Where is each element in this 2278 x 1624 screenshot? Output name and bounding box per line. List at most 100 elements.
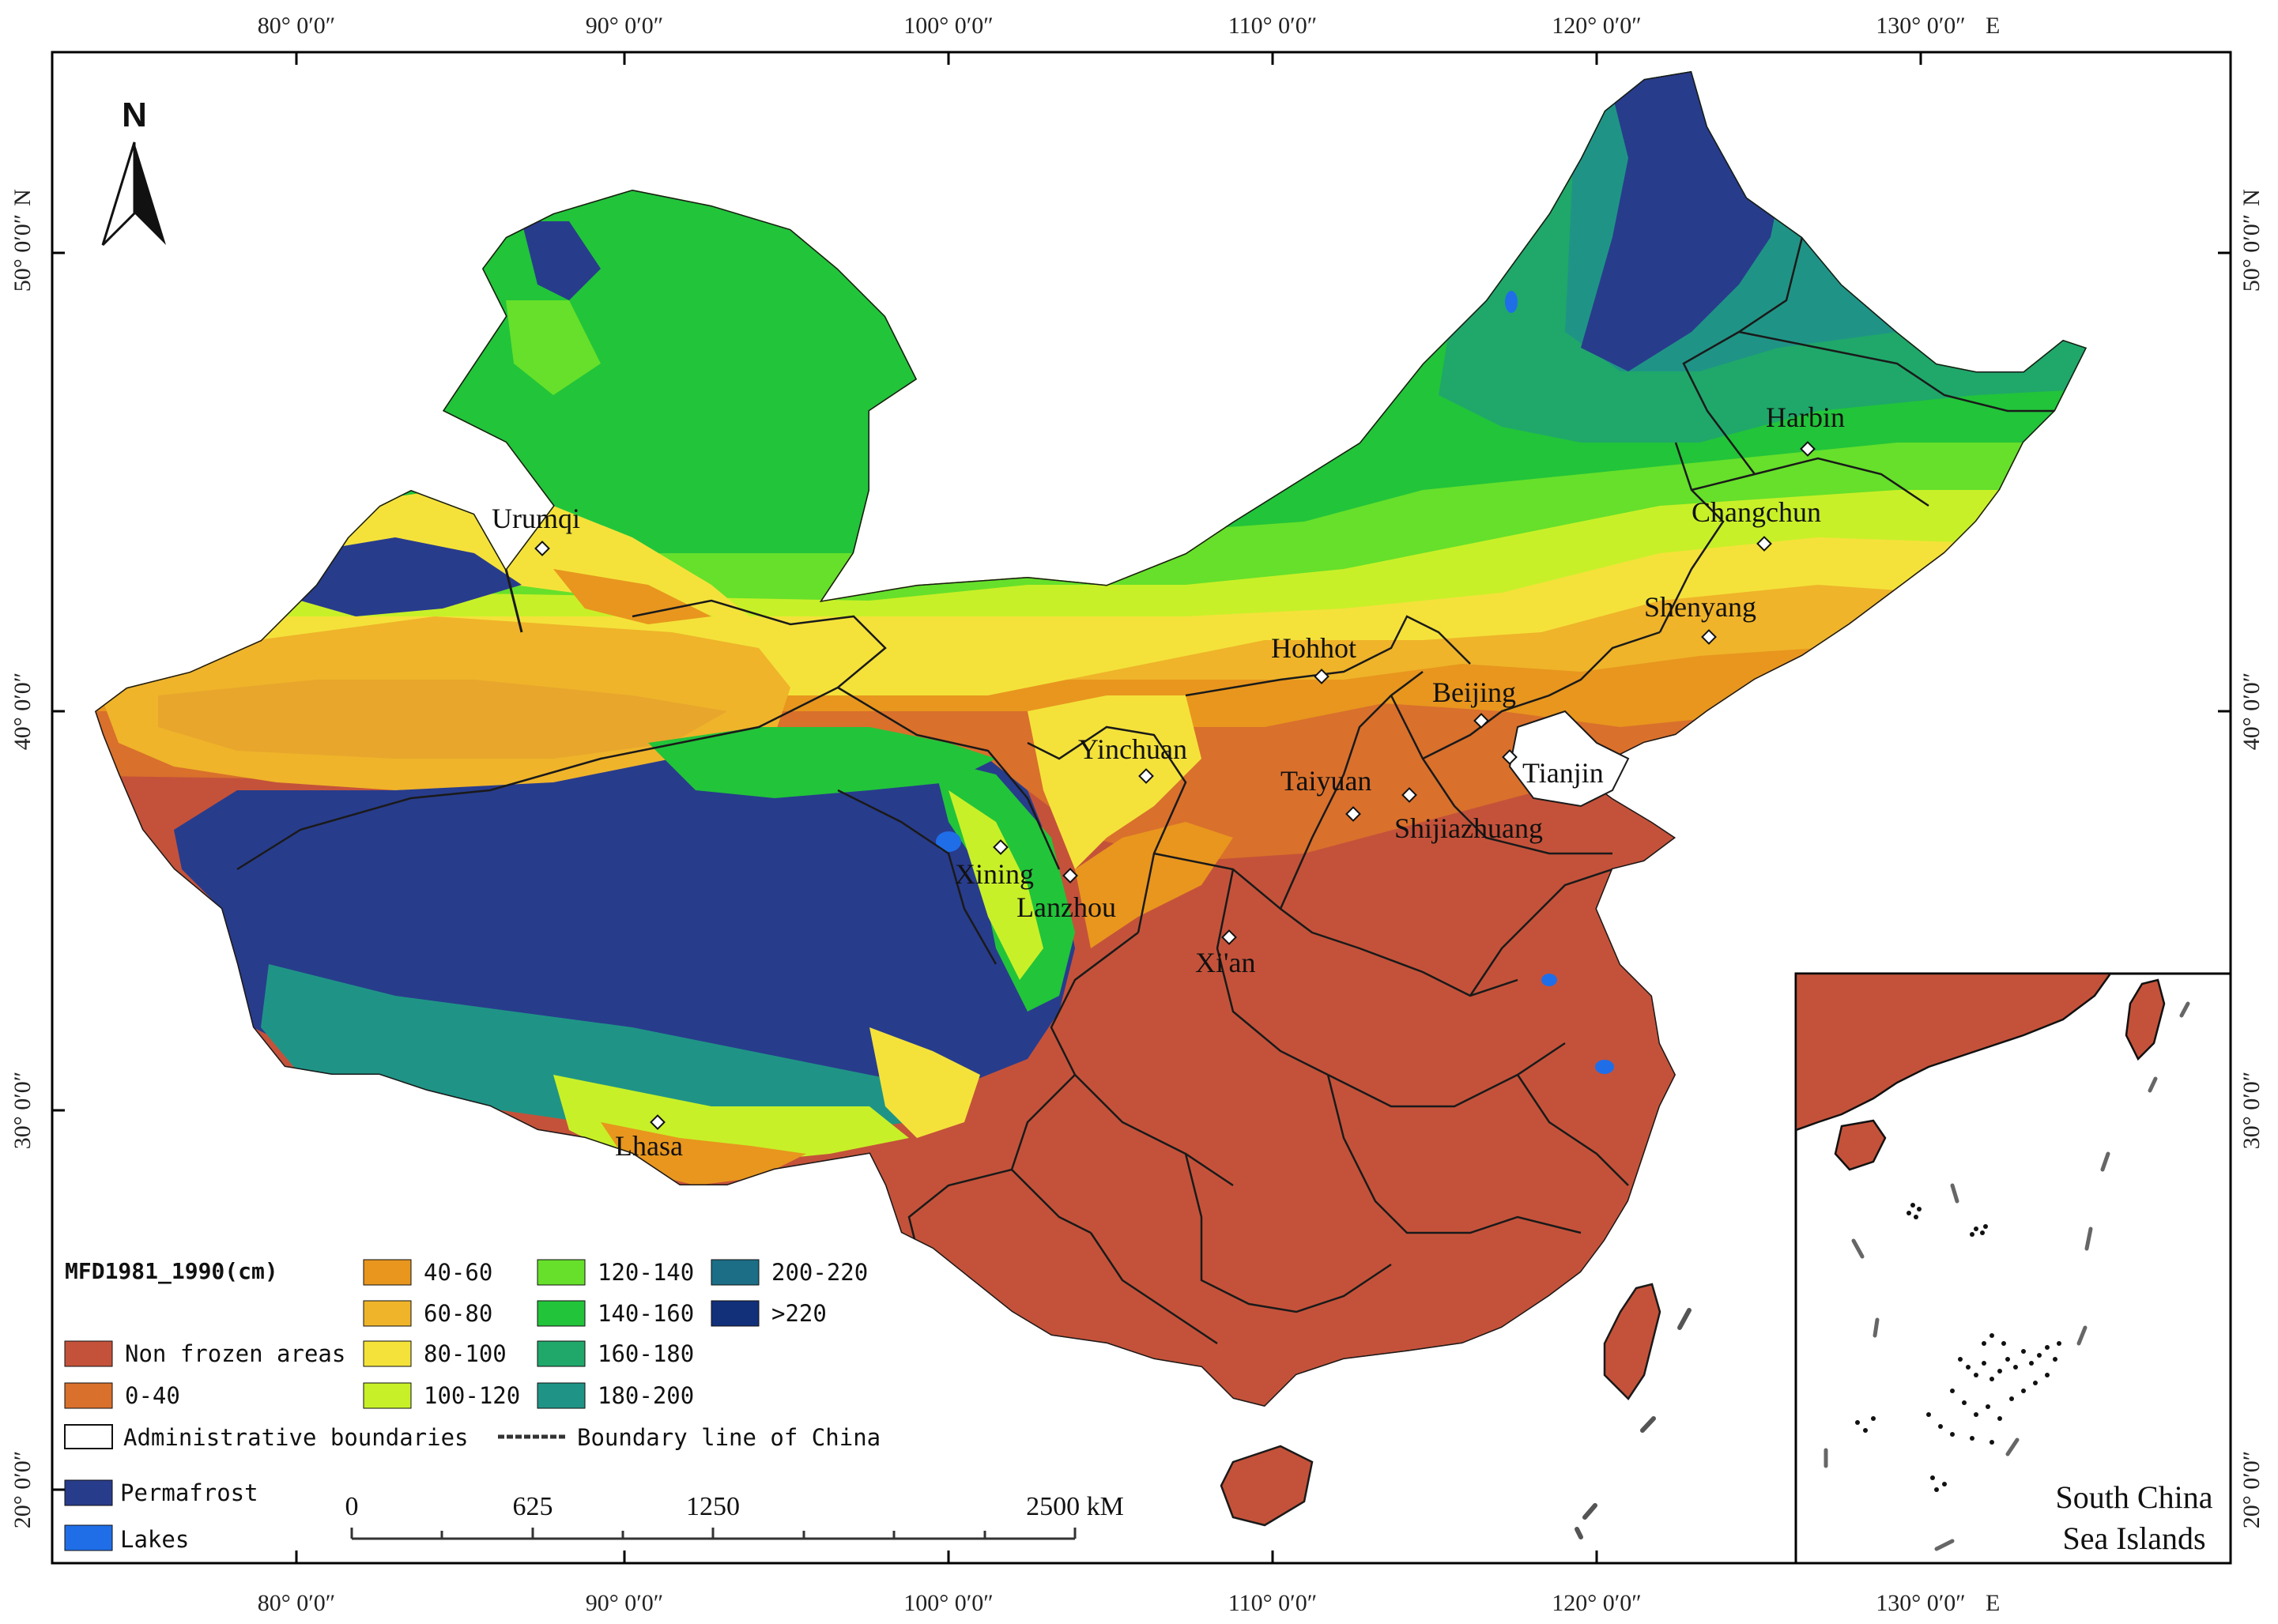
legend-swatch (537, 1300, 586, 1327)
scale-label: 1250 (686, 1492, 740, 1521)
lat-label-left: 50° 0′0″ (9, 214, 36, 292)
city-marker (650, 1114, 666, 1130)
city-marker (1138, 768, 1154, 784)
city-markers: Urumqi Harbin Changchun Shenyang Hohhot Beiji… (492, 401, 1845, 1162)
city-label: Tianjin (1522, 757, 1604, 789)
lon-label-bottom: 80° 0′0″ (258, 1590, 336, 1616)
legend-title: MFD1981_1990(cm) (65, 1258, 278, 1284)
legend-swatch (711, 1300, 760, 1327)
taiwan-island (1603, 1283, 1661, 1400)
legend-class-label: 40-60 (424, 1259, 492, 1286)
city-label: Hohhot (1271, 632, 1356, 664)
legend-swatch (537, 1340, 586, 1367)
legend-class-label: 120-140 (598, 1259, 694, 1286)
legend-class-label: Non frozen areas (125, 1340, 345, 1367)
lat-suffix-left: N (9, 189, 36, 206)
city-marker (1314, 669, 1329, 684)
legend-class-label: 80-100 (424, 1340, 507, 1367)
lon-label-top: 100° 0′0″ (903, 13, 994, 39)
lon-label-top: 130° 0′0″ (1876, 13, 1966, 39)
legend-class-label: 60-80 (424, 1300, 492, 1327)
scale-label: 0 (345, 1492, 359, 1521)
lon-suffix-bottom: E (1986, 1590, 2000, 1616)
legend-class-label: 100-120 (424, 1382, 520, 1409)
city-marker (1062, 868, 1078, 884)
graticule: 80° 0′0″ 80° 0′0″ 90° 0′0″ 90° 0′0″ 100° 0′0… (9, 13, 2265, 1616)
city-label: Shijiazhuang (1394, 812, 1543, 844)
legend-swatch (64, 1382, 113, 1409)
city-marker (1502, 749, 1518, 765)
lakes-swatch (64, 1524, 113, 1551)
scale-label: 625 (513, 1492, 553, 1521)
legend-swatch (363, 1300, 412, 1327)
city-marker (534, 541, 550, 556)
south-china-sea-inset: South China Sea Islands (1794, 972, 2232, 1565)
city-label: Changchun (1692, 496, 1821, 528)
city-label: Urumqi (492, 503, 580, 534)
lon-label-top: 90° 0′0″ (586, 13, 664, 39)
north-label: N (122, 96, 147, 134)
city-label: Beijing (1432, 676, 1516, 708)
hainan-island (1220, 1445, 1314, 1527)
lon-label-bottom: 110° 0′0″ (1228, 1590, 1317, 1616)
permafrost-swatch (64, 1479, 113, 1506)
china-boundary-label: Boundary line of China (577, 1424, 881, 1451)
lat-suffix-right: N (2238, 189, 2265, 206)
city-label: Xi'an (1195, 947, 1255, 978)
legend-class-label: 160-180 (598, 1340, 694, 1367)
legend-swatch (363, 1259, 412, 1286)
admin-boundary-swatch (64, 1424, 113, 1449)
city-label: Harbin (1766, 401, 1845, 433)
scale-bar: 0 625 1250 2500 kM (345, 1492, 1124, 1540)
city-marker (1756, 536, 1772, 552)
lat-label-left: 20° 0′0″ (9, 1451, 36, 1529)
permafrost-label: Permafrost (120, 1479, 258, 1506)
legend-swatch (537, 1259, 586, 1286)
city-marker (1401, 787, 1417, 803)
lon-label-top: 110° 0′0″ (1228, 13, 1317, 39)
city-label: Lhasa (615, 1130, 683, 1162)
lon-label-bottom: 120° 0′0″ (1552, 1590, 1642, 1616)
north-arrow-icon: N (101, 96, 166, 247)
city-label: Xining (955, 858, 1034, 890)
scale-label: 2500 kM (1026, 1492, 1124, 1521)
lon-label-bottom: 100° 0′0″ (903, 1590, 994, 1616)
legend-swatch (711, 1259, 760, 1286)
lat-label-right: 40° 0′0″ (2238, 673, 2265, 751)
legend-swatch (363, 1340, 412, 1367)
inset-title-line1: South China (2056, 1479, 2213, 1515)
lakes-label: Lakes (120, 1526, 189, 1553)
lat-label-left: 30° 0′0″ (9, 1072, 36, 1150)
legend-class-label: 180-200 (598, 1382, 694, 1409)
inset-title-line2: Sea Islands (2062, 1520, 2205, 1556)
lat-label-right: 50° 0′0″ (2238, 214, 2265, 292)
legend-swatch (363, 1382, 412, 1409)
admin-boundary-label: Administrative boundaries (123, 1424, 469, 1451)
legend-class-label: >220 (771, 1300, 827, 1327)
lon-label-bottom: 90° 0′0″ (586, 1590, 664, 1616)
legend-class-label: 200-220 (771, 1259, 868, 1286)
legend-class-label: 140-160 (598, 1300, 694, 1327)
city-marker (1800, 441, 1816, 457)
lon-label-top: 120° 0′0″ (1552, 13, 1642, 39)
city-marker (993, 839, 1009, 855)
city-marker (1345, 806, 1361, 822)
lat-label-right: 30° 0′0″ (2238, 1072, 2265, 1150)
lat-label-left: 40° 0′0″ (9, 673, 36, 751)
lon-label-bottom: 130° 0′0″ (1876, 1590, 1966, 1616)
city-label: Lanzhou (1016, 891, 1116, 923)
city-marker (1221, 929, 1237, 945)
maritime-boundary-marks (1575, 1308, 1692, 1539)
city-label: Taiyuan (1280, 765, 1371, 797)
city-label: Yinchuan (1078, 733, 1187, 765)
legend-swatch (64, 1340, 113, 1367)
legend-class-label: 0-40 (125, 1382, 180, 1409)
lon-label-top: 80° 0′0″ (258, 13, 336, 39)
lat-label-right: 20° 0′0″ (2238, 1451, 2265, 1529)
city-marker (1701, 629, 1717, 645)
city-label: Shenyang (1644, 591, 1756, 623)
lon-suffix-top: E (1986, 13, 2000, 39)
legend-swatch (537, 1382, 586, 1409)
legend: MFD1981_1990(cm) Non frozen areas 0-40 40-… (64, 1258, 881, 1553)
